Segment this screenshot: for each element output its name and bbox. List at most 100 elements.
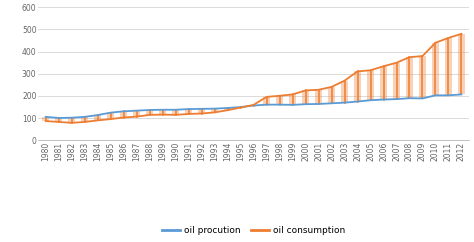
oil consumption: [264, 95, 269, 98]
Bar: [211, 109, 218, 112]
oil procution: [199, 107, 204, 110]
Bar: [419, 56, 426, 98]
Bar: [224, 108, 231, 110]
oil procution: [69, 116, 74, 119]
oil consumption: [108, 118, 113, 121]
oil consumption: [225, 109, 230, 112]
oil procution: [238, 106, 244, 108]
oil procution: [212, 107, 218, 110]
oil consumption: [277, 94, 283, 97]
Bar: [146, 110, 153, 115]
oil procution: [368, 99, 374, 102]
oil consumption: [290, 93, 295, 96]
oil procution: [381, 98, 386, 101]
Bar: [120, 111, 127, 118]
oil consumption: [56, 121, 62, 123]
Bar: [94, 115, 101, 121]
oil consumption: [82, 121, 88, 123]
Bar: [276, 96, 283, 105]
oil procution: [108, 111, 113, 114]
oil consumption: [446, 37, 451, 39]
Bar: [380, 66, 387, 99]
Bar: [133, 111, 140, 117]
oil procution: [160, 108, 165, 111]
oil consumption: [368, 69, 374, 72]
Bar: [107, 113, 114, 119]
oil procution: [186, 108, 191, 111]
oil consumption: [381, 65, 386, 68]
Bar: [250, 105, 257, 106]
Bar: [445, 38, 452, 95]
oil consumption: [407, 56, 412, 59]
oil consumption: [186, 113, 191, 115]
oil procution: [147, 108, 153, 111]
Bar: [81, 117, 88, 122]
oil procution: [433, 94, 438, 97]
oil procution: [225, 106, 230, 109]
oil procution: [82, 115, 88, 118]
oil consumption: [95, 119, 100, 122]
oil procution: [264, 103, 269, 106]
Bar: [185, 109, 192, 114]
oil procution: [394, 98, 400, 101]
Bar: [302, 91, 309, 104]
Bar: [198, 109, 205, 113]
oil procution: [251, 104, 256, 107]
oil procution: [355, 100, 360, 103]
oil consumption: [43, 120, 48, 122]
oil consumption: [316, 88, 321, 91]
oil consumption: [433, 41, 438, 44]
Bar: [159, 110, 166, 115]
oil consumption: [121, 116, 127, 119]
oil procution: [56, 116, 62, 119]
oil procution: [290, 103, 295, 106]
oil procution: [134, 109, 139, 112]
Legend: oil procution, oil consumption: oil procution, oil consumption: [158, 222, 349, 238]
Bar: [354, 71, 361, 102]
Bar: [393, 63, 400, 99]
oil consumption: [134, 115, 139, 118]
oil consumption: [199, 112, 204, 115]
Bar: [42, 117, 49, 121]
oil consumption: [355, 70, 360, 73]
Bar: [341, 81, 348, 103]
oil procution: [303, 103, 309, 106]
oil consumption: [238, 106, 244, 109]
Bar: [367, 70, 374, 100]
oil consumption: [160, 113, 165, 116]
oil procution: [342, 101, 347, 104]
oil consumption: [342, 79, 347, 82]
Bar: [263, 97, 270, 105]
oil procution: [419, 97, 425, 100]
Bar: [68, 118, 75, 123]
Bar: [458, 34, 465, 94]
Bar: [432, 43, 439, 95]
Bar: [315, 90, 322, 104]
oil procution: [277, 103, 283, 106]
oil consumption: [147, 113, 153, 116]
oil procution: [446, 94, 451, 97]
oil consumption: [459, 32, 465, 35]
oil procution: [407, 97, 412, 100]
Line: oil consumption: oil consumption: [46, 34, 462, 123]
oil procution: [121, 110, 127, 113]
oil procution: [43, 115, 48, 118]
Line: oil procution: oil procution: [46, 94, 462, 118]
oil consumption: [303, 89, 309, 92]
oil procution: [459, 93, 465, 96]
oil procution: [95, 114, 100, 117]
oil consumption: [251, 103, 256, 106]
oil procution: [328, 102, 334, 105]
oil consumption: [394, 61, 400, 64]
oil consumption: [173, 113, 179, 116]
oil procution: [173, 108, 179, 111]
Bar: [172, 110, 179, 115]
Bar: [289, 94, 296, 105]
oil procution: [316, 103, 321, 106]
Bar: [55, 118, 62, 122]
Bar: [328, 87, 335, 103]
oil consumption: [69, 121, 74, 124]
oil consumption: [212, 111, 218, 114]
Bar: [406, 57, 413, 98]
oil consumption: [419, 55, 425, 58]
